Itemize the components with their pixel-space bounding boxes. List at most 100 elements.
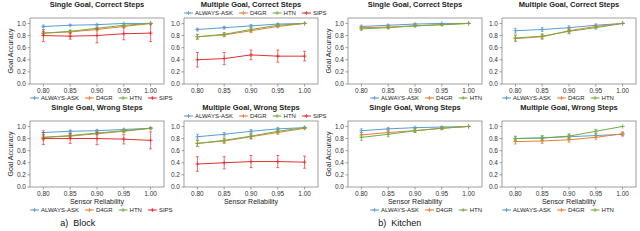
y-tick-label: 0.6 <box>489 44 498 51</box>
point-marker <box>149 126 153 130</box>
x-tick-label: 0.95 <box>271 190 284 197</box>
point-marker <box>621 132 625 136</box>
y-tick <box>28 59 31 60</box>
legend-item: D4GR <box>557 95 585 101</box>
x-tick-label: 0.85 <box>536 190 549 197</box>
error-bar <box>414 129 417 133</box>
series <box>195 126 306 146</box>
point-marker <box>567 134 571 138</box>
y-tick-label: 0.6 <box>171 44 180 51</box>
y-tick-label: 0.6 <box>489 147 498 154</box>
y-tick <box>182 71 185 72</box>
series <box>513 21 624 41</box>
point-marker <box>122 129 126 133</box>
y-tick-label: 0.0 <box>171 183 180 190</box>
error-bar <box>250 129 253 133</box>
legend-label: HTN <box>602 95 614 101</box>
x-tick-label: 0.80 <box>509 190 522 197</box>
y-tick-label: 1.0 <box>335 20 344 27</box>
error-bar <box>568 134 571 139</box>
y-tick-label: 0.0 <box>489 183 498 190</box>
point-marker <box>68 129 72 133</box>
x-tick-label: 0.90 <box>409 190 422 197</box>
legend-item: ALWAYS-ASK <box>30 95 79 101</box>
point-marker <box>303 126 307 130</box>
point-marker <box>567 29 571 33</box>
y-tick-label: 1.0 <box>17 123 26 130</box>
y-tick <box>346 174 349 175</box>
error-bar <box>149 132 152 149</box>
x-tick-label: 0.90 <box>563 87 576 94</box>
x-tick-label: 0.90 <box>409 87 422 94</box>
legend-item: HTN <box>273 10 296 16</box>
y-tick-label: 1.0 <box>335 123 344 130</box>
legend-item: D4GR <box>425 207 453 213</box>
y-tick-label: 0.2 <box>335 171 344 178</box>
y-tick <box>346 150 349 151</box>
legend-label: ALWAYS-ASK <box>41 207 79 213</box>
y-tick <box>346 47 349 48</box>
plot-marks <box>195 126 306 172</box>
y-tick <box>28 84 31 85</box>
point-marker <box>195 141 199 145</box>
point-marker <box>386 127 390 131</box>
panel-title: Single Goal, Wrong Steps <box>51 103 143 112</box>
x-tick-label: 0.85 <box>218 87 231 94</box>
error-bar <box>196 34 199 39</box>
plot-marks <box>359 124 470 140</box>
y-tick <box>182 126 185 127</box>
y-tick <box>28 126 31 127</box>
error-bar <box>223 26 226 28</box>
error-bar <box>122 129 125 131</box>
legend-marker <box>187 114 191 118</box>
y-tick-label: 0.0 <box>171 80 180 87</box>
error-bar <box>69 33 72 39</box>
y-tick <box>346 162 349 163</box>
x-tick-label: 1.00 <box>298 87 311 94</box>
x-tick-label: 0.95 <box>271 87 284 94</box>
y-tick <box>182 174 185 175</box>
x-tick-label: 0.80 <box>509 87 522 94</box>
error-bar <box>387 132 390 137</box>
legend-marker <box>373 96 377 100</box>
y-tick <box>28 71 31 72</box>
error-bar <box>196 34 199 39</box>
point-marker <box>222 26 226 30</box>
legend-item: HTN <box>119 207 142 213</box>
point-marker <box>195 162 199 166</box>
y-tick <box>500 187 503 188</box>
y-tick <box>182 59 185 60</box>
x-axis-label: Sensor Reliability <box>224 198 279 206</box>
y-tick <box>28 174 31 175</box>
y-tick-label: 0.2 <box>489 171 498 178</box>
error-bar <box>223 138 226 143</box>
point-marker <box>276 160 280 164</box>
y-tick <box>182 84 185 85</box>
legend: ALWAYS-ASKD4GRHTNSIPS <box>184 113 327 119</box>
y-tick-label: 0.2 <box>171 171 180 178</box>
y-tick <box>500 162 503 163</box>
point-marker <box>467 124 471 128</box>
panel-title: Multiple Goal, Correct Steps <box>201 0 301 9</box>
y-tick <box>28 47 31 48</box>
series-line <box>197 23 304 36</box>
point-marker <box>68 34 72 38</box>
panel-title: Multiple Goal, Wrong Steps <box>202 103 299 112</box>
point-marker <box>467 21 471 25</box>
series-line <box>197 128 304 144</box>
legend-marker <box>593 96 597 100</box>
legend-label: SIPS <box>159 207 173 213</box>
point-marker <box>359 27 363 31</box>
error-bar <box>303 156 306 168</box>
series <box>359 21 470 29</box>
panel: Multiple Goal, Correct Steps0.800.850.90… <box>171 0 327 94</box>
error-bar <box>276 156 279 168</box>
error-bar <box>42 30 45 42</box>
plot-frame <box>502 121 636 187</box>
y-tick-label: 0.8 <box>17 32 26 39</box>
panel-title: Single Goal, Correct Steps <box>50 0 145 9</box>
y-tick-label: 0.4 <box>489 159 498 166</box>
point-marker <box>222 57 226 61</box>
series-line <box>515 23 622 38</box>
point-marker <box>249 24 253 28</box>
